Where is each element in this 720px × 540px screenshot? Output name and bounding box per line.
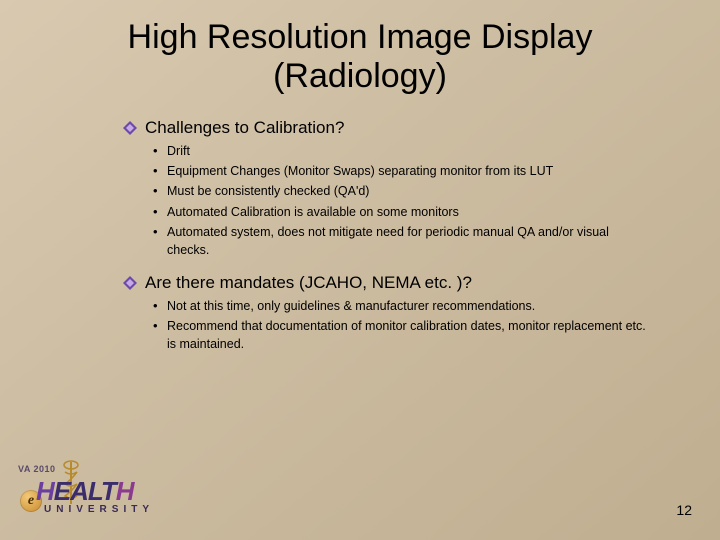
bullet-list-1: Drift Equipment Changes (Monitor Swaps) …: [145, 142, 650, 259]
slide-title: High Resolution Image Display (Radiology…: [40, 18, 680, 96]
logo: VA 2010 e HEALTH UNIVERSITY: [18, 464, 138, 526]
list-item: Recommend that documentation of monitor …: [167, 317, 650, 353]
diamond-bullet-icon: [123, 121, 137, 135]
title-line-2: (Radiology): [273, 57, 447, 95]
logo-university: UNIVERSITY: [44, 504, 154, 515]
slide-content: Challenges to Calibration? Drift Equipme…: [145, 118, 650, 353]
logo-health-h2: H: [116, 476, 134, 506]
list-item: Must be consistently checked (QA'd): [167, 182, 650, 200]
slide: High Resolution Image Display (Radiology…: [0, 0, 720, 540]
logo-health-word: HEALTH: [36, 478, 134, 504]
section-heading-1-text: Challenges to Calibration?: [145, 118, 344, 137]
logo-health-mid: EALT: [54, 476, 116, 506]
diamond-bullet-icon: [123, 276, 137, 290]
section-heading-1: Challenges to Calibration?: [145, 118, 650, 138]
section-heading-2: Are there mandates (JCAHO, NEMA etc. )?: [145, 273, 650, 293]
list-item: Automated system, does not mitigate need…: [167, 223, 650, 259]
list-item: Drift: [167, 142, 650, 160]
logo-health-h1: H: [36, 476, 54, 506]
list-item: Not at this time, only guidelines & manu…: [167, 297, 650, 315]
list-item: Equipment Changes (Monitor Swaps) separa…: [167, 162, 650, 180]
list-item: Automated Calibration is available on so…: [167, 203, 650, 221]
page-number: 12: [676, 502, 692, 518]
section-heading-2-text: Are there mandates (JCAHO, NEMA etc. )?: [145, 273, 472, 292]
bullet-list-2: Not at this time, only guidelines & manu…: [145, 297, 650, 353]
logo-va2010: VA 2010: [18, 464, 56, 474]
title-line-1: High Resolution Image Display: [128, 18, 593, 56]
